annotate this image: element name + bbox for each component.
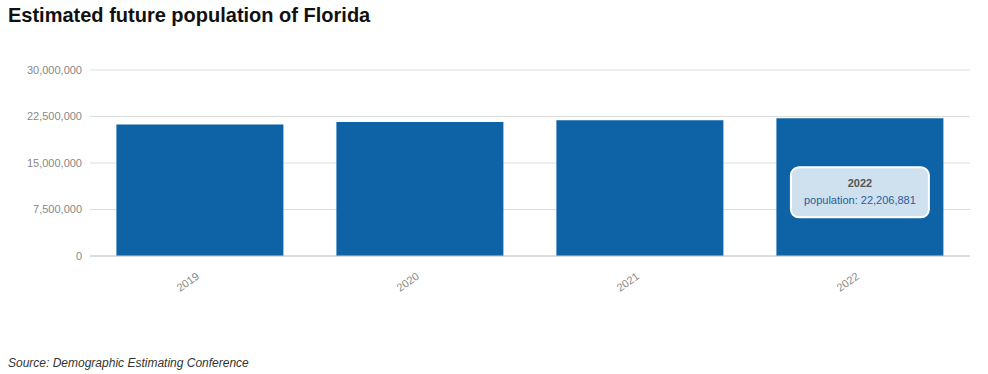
svg-text:22,500,000: 22,500,000 (27, 110, 82, 122)
svg-text:2022: 2022 (834, 270, 861, 294)
svg-text:2021: 2021 (614, 270, 641, 294)
svg-text:30,000,000: 30,000,000 (27, 64, 82, 76)
svg-text:2022: 2022 (848, 177, 872, 189)
html-text:Source: Demographic Estimating: Source: Demographic Estimating Conferenc… (8, 356, 249, 370)
svg-text:population: 22,206,881: population: 22,206,881 (804, 194, 916, 206)
svg-text:2020: 2020 (394, 270, 421, 294)
html-text:Estimated future population of: Estimated future population of Florida (8, 4, 371, 26)
svg-text:15,000,000: 15,000,000 (27, 157, 82, 169)
svg-text:2019: 2019 (174, 270, 201, 294)
svg-text:0: 0 (76, 250, 82, 262)
svg-text:7,500,000: 7,500,000 (33, 203, 82, 215)
